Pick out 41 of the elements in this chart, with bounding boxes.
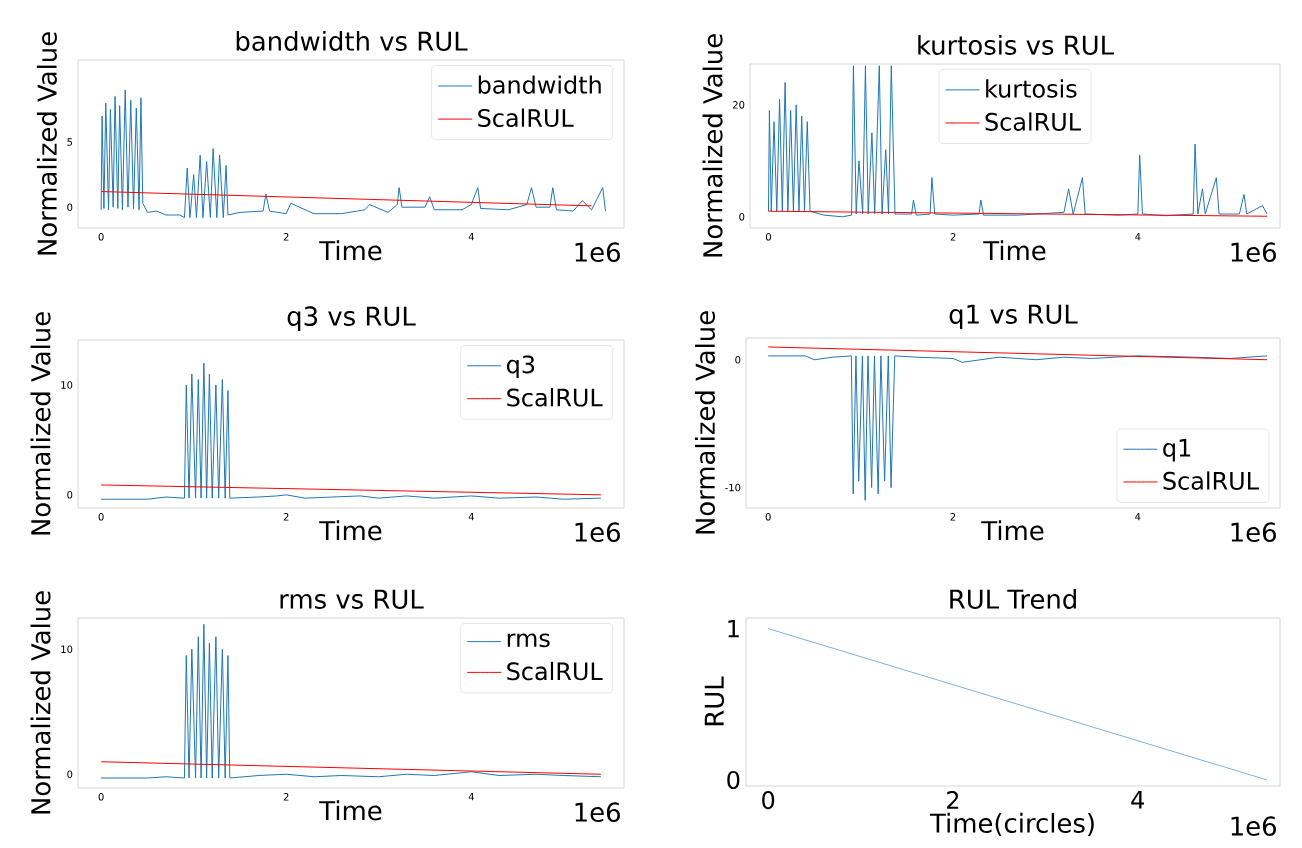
y-axis-title: Normalized Value — [702, 34, 723, 257]
y-axis-title: Normalized Value — [30, 312, 51, 535]
text: 1e6 — [1231, 242, 1276, 262]
legend-label: q3 — [506, 355, 535, 379]
legend-label: bandwidth — [478, 75, 601, 94]
legend-label: rms — [507, 633, 550, 648]
text: 1e6 — [1231, 522, 1276, 542]
text: 1e6 — [1231, 816, 1276, 836]
y-tick-label: 1 — [728, 619, 739, 638]
chart-title: kurtosis vs RUL — [918, 34, 1114, 55]
x-axis-title: Time — [319, 800, 382, 821]
x-tick-label: 2 — [947, 791, 959, 809]
legend-label: ScalRUL — [1163, 471, 1259, 490]
x-tick-label: 4 — [1131, 791, 1144, 809]
chart-title: q1 vs RUL — [949, 304, 1078, 329]
x-axis-title: Time(circles) — [929, 812, 1094, 836]
legend-label: q1 — [1163, 439, 1191, 462]
y-axis-title: Normalized Value — [36, 32, 57, 255]
text: 1e6 — [575, 522, 620, 542]
text: 1e6 — [575, 802, 620, 822]
x-tick-label: 0 — [762, 791, 775, 810]
x-axis-title: Time — [981, 520, 1044, 541]
text: 1e6 — [575, 242, 620, 262]
chart-title: rms vs RUL — [280, 589, 424, 609]
line-series — [767, 65, 1268, 218]
chart-title: RUL Trend — [950, 588, 1076, 609]
y-axis-title: RUL — [704, 676, 725, 726]
line-series — [100, 623, 602, 779]
y-axis-title: Normalized Value — [694, 311, 715, 534]
y-axis-title: Normalized Value — [30, 591, 51, 814]
legend-label: ScalRUL — [478, 108, 574, 128]
x-axis-title: Time — [983, 240, 1046, 261]
legend-label: ScalRUL — [507, 661, 603, 681]
chart-title: bandwidth vs RUL — [236, 30, 468, 51]
legend-label: ScalRUL — [507, 388, 603, 407]
chart-title: q3 vs RUL — [287, 306, 416, 331]
line-series — [767, 355, 1268, 501]
legend-label: ScalRUL — [985, 112, 1081, 131]
x-axis-title: Time — [319, 240, 382, 261]
x-axis-title: Time — [319, 520, 382, 541]
legend-label: kurtosis — [986, 79, 1077, 98]
